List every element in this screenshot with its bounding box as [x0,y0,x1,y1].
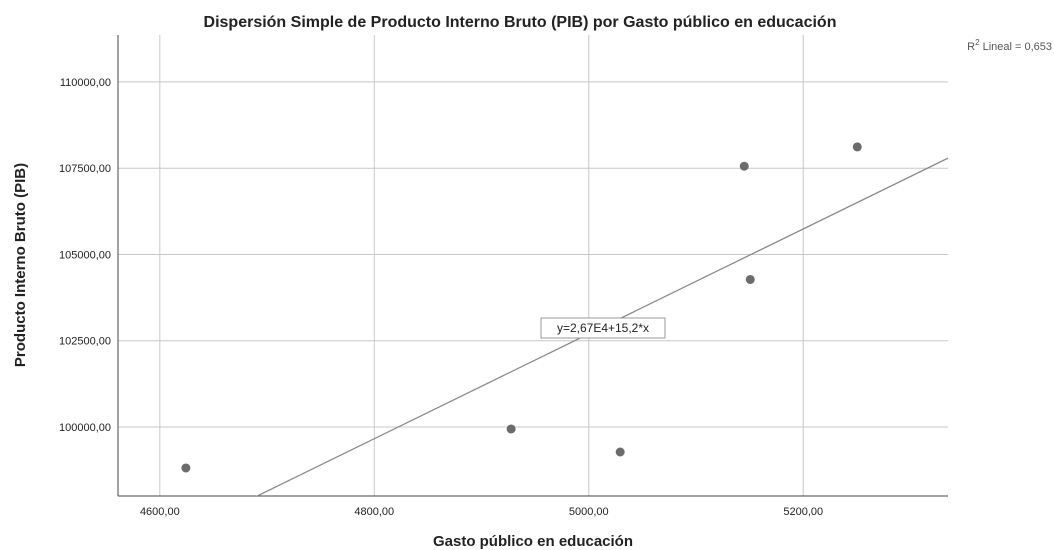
point [739,161,749,171]
y-tick-label: 100000,00 [59,422,111,434]
point [181,463,191,473]
point [615,447,625,457]
point [506,424,516,434]
r2-base: R [967,41,975,53]
x-tick-label: 5000,00 [569,506,609,518]
r2-rest: Lineal = 0,653 [980,41,1052,53]
y-tick-label: 110000,00 [60,77,111,89]
r2-label: R2 Lineal = 0,653 [967,38,1052,53]
chart-title: Dispersión Simple de Producto Interno Br… [204,14,837,31]
x-tick-label: 5200,00 [783,506,823,518]
fit-group [255,157,948,496]
r2-sup: 2 [975,38,980,47]
x-tick-label: 4600,00 [140,506,180,518]
x-tick-label: 4800,00 [354,506,394,518]
y-axis-label: Producto Interno Bruto (PIB) [12,163,29,367]
fit-label-box [540,317,666,339]
y-tick-label: 107500,00 [59,163,111,175]
y-tick-label: 102500,00 [59,336,111,348]
fit-line [255,157,948,496]
point [852,142,862,152]
y-tick-label: 105000,00 [59,249,111,261]
point [745,274,755,284]
fit-label: y=2,67E4+15,2*x [557,321,649,335]
x-axis-label: Gasto público en educación [433,533,633,550]
